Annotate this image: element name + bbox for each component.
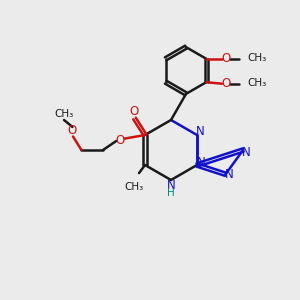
Text: O: O	[129, 105, 139, 119]
Text: O: O	[68, 124, 77, 137]
Text: N: N	[197, 156, 206, 169]
Text: N: N	[242, 146, 250, 160]
Text: H: H	[167, 188, 175, 198]
Text: CH₃: CH₃	[247, 78, 266, 88]
Text: CH₃: CH₃	[54, 109, 74, 119]
Text: O: O	[116, 134, 125, 147]
Text: N: N	[225, 168, 234, 181]
Text: O: O	[221, 52, 230, 65]
Text: CH₃: CH₃	[247, 53, 266, 63]
Text: N: N	[167, 179, 176, 192]
Text: CH₃: CH₃	[124, 182, 143, 193]
Text: N: N	[196, 125, 205, 138]
Text: O: O	[221, 76, 230, 90]
